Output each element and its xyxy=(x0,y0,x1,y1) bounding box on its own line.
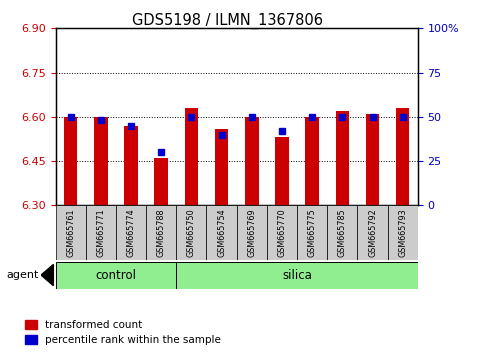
Bar xyxy=(56,262,176,289)
Bar xyxy=(86,205,116,260)
Bar xyxy=(275,137,289,205)
Text: GSM665769: GSM665769 xyxy=(247,208,256,257)
Text: GSM665761: GSM665761 xyxy=(66,208,75,257)
Bar xyxy=(56,205,86,260)
Bar xyxy=(327,205,357,260)
Text: GSM665792: GSM665792 xyxy=(368,208,377,257)
Bar xyxy=(124,126,138,205)
Bar xyxy=(155,158,168,205)
Polygon shape xyxy=(41,264,53,286)
Bar xyxy=(237,205,267,260)
Text: GSM665770: GSM665770 xyxy=(277,208,286,257)
Bar xyxy=(336,111,349,205)
Bar xyxy=(185,108,198,205)
Bar xyxy=(146,205,176,260)
Text: GDS5198 / ILMN_1367806: GDS5198 / ILMN_1367806 xyxy=(131,12,323,29)
Bar xyxy=(267,205,297,260)
Bar xyxy=(64,117,77,205)
Bar xyxy=(297,205,327,260)
Bar xyxy=(215,129,228,205)
Text: GSM665774: GSM665774 xyxy=(127,208,136,257)
Text: GSM665754: GSM665754 xyxy=(217,208,226,257)
Text: silica: silica xyxy=(282,269,312,282)
Bar xyxy=(396,108,410,205)
Text: agent: agent xyxy=(6,270,39,280)
Bar xyxy=(245,117,258,205)
Text: GSM665785: GSM665785 xyxy=(338,208,347,257)
Bar xyxy=(388,205,418,260)
Legend: transformed count, percentile rank within the sample: transformed count, percentile rank withi… xyxy=(25,320,221,345)
Text: GSM665771: GSM665771 xyxy=(96,208,105,257)
Text: GSM665793: GSM665793 xyxy=(398,208,407,257)
Bar xyxy=(357,205,388,260)
Text: control: control xyxy=(96,269,136,282)
Text: GSM665775: GSM665775 xyxy=(308,208,317,257)
Bar xyxy=(116,205,146,260)
Bar xyxy=(94,117,108,205)
Bar xyxy=(207,205,237,260)
Bar xyxy=(305,117,319,205)
Bar xyxy=(366,114,379,205)
Text: GSM665788: GSM665788 xyxy=(156,208,166,257)
Bar xyxy=(176,262,418,289)
Text: GSM665750: GSM665750 xyxy=(187,208,196,257)
Bar xyxy=(176,205,207,260)
